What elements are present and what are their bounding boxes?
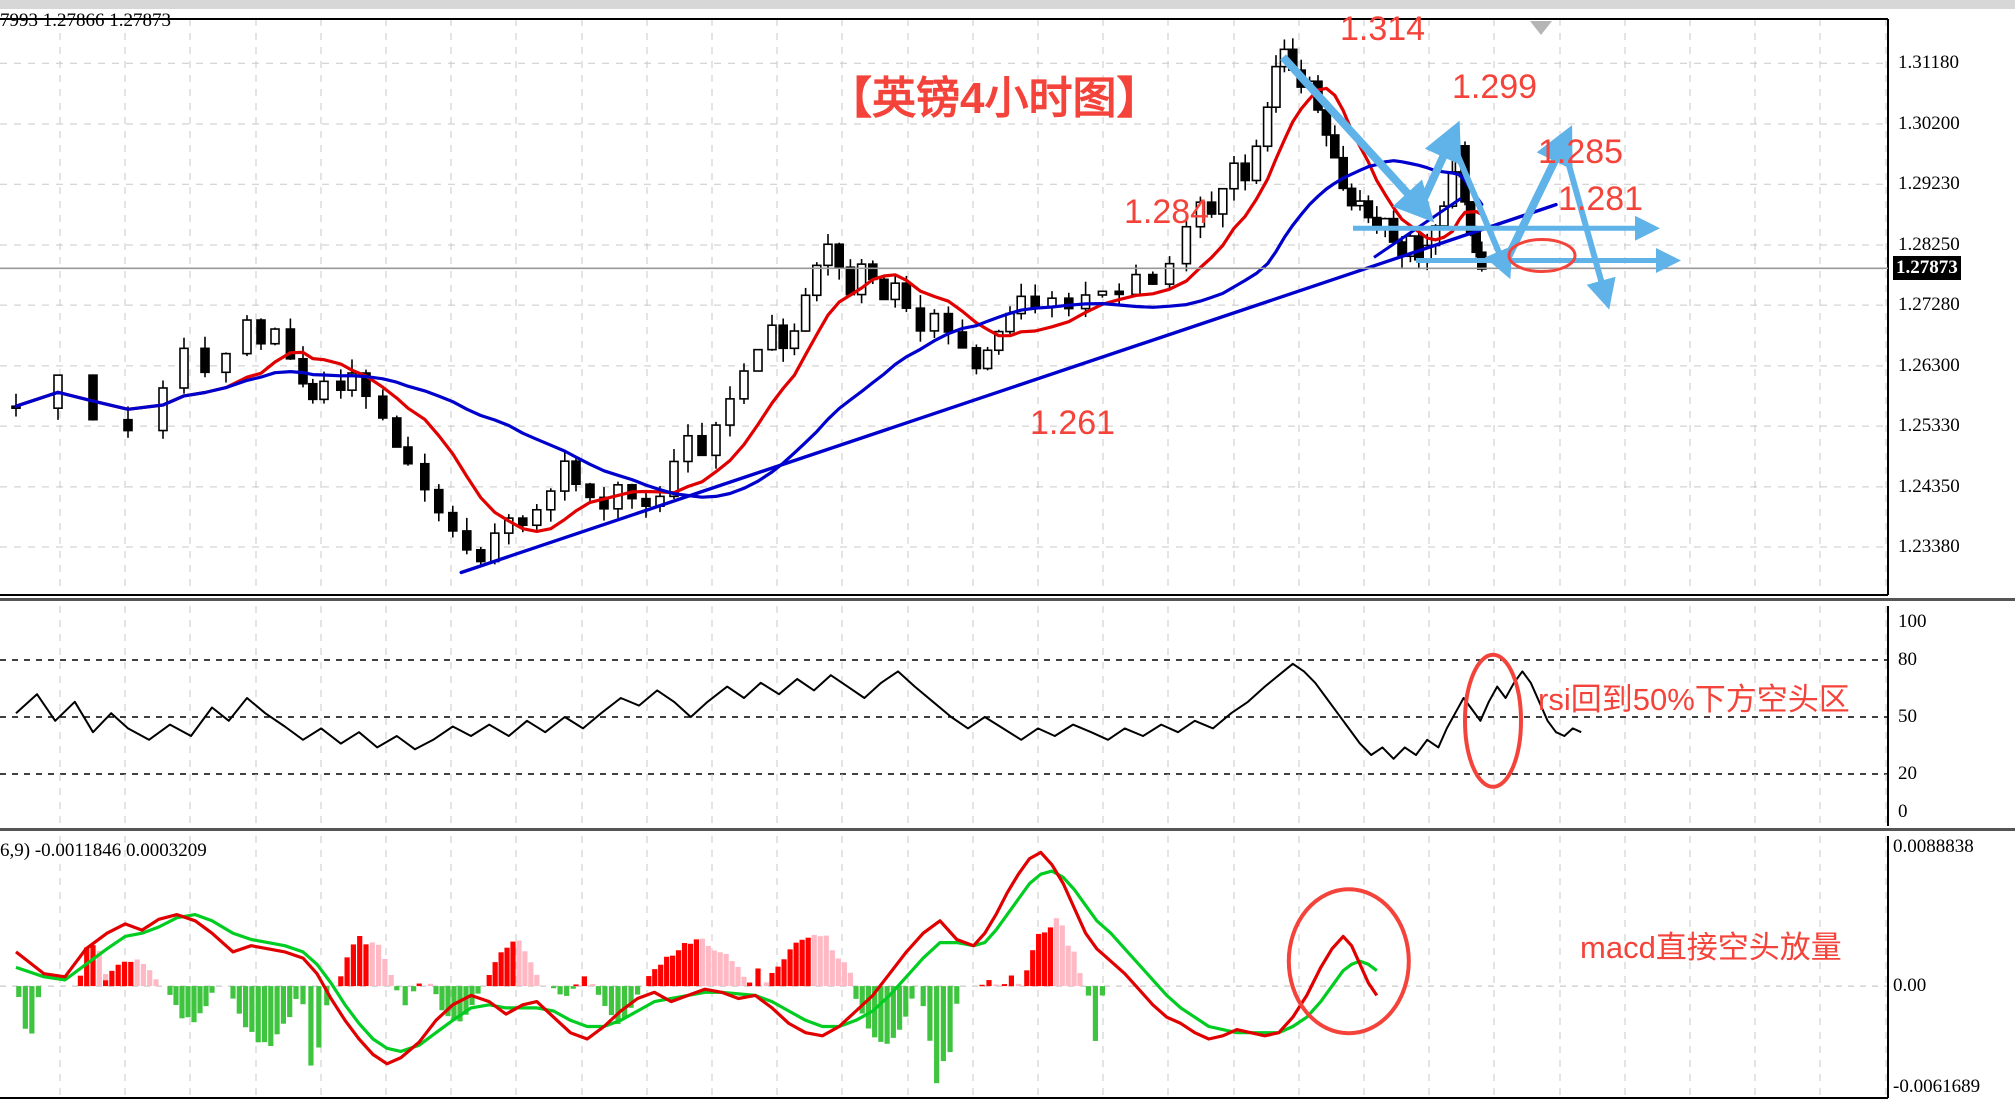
rsi-plot[interactable] — [0, 604, 2015, 830]
macd-panel[interactable] — [0, 834, 2015, 1102]
price-level-annotation: 1.299 — [1452, 68, 1538, 106]
price-tick-label: 1.30200 — [1898, 113, 1960, 135]
rsi-tick-label: 0 — [1898, 801, 1908, 822]
price-tick-label: 1.27280 — [1898, 294, 1960, 316]
rsi-panel[interactable] — [0, 604, 2015, 830]
macd-plot[interactable] — [0, 834, 2015, 1102]
rsi-tick-label: 50 — [1898, 706, 1917, 727]
rsi-tick-label: 20 — [1898, 763, 1917, 784]
rsi-note-annotation: rsi回到50%下方空头区 — [1538, 682, 1850, 717]
price-plot[interactable] — [0, 9, 2015, 601]
price-tick-label: 1.24350 — [1898, 475, 1960, 497]
price-tick-label: 1.25330 — [1898, 415, 1960, 437]
price-tick-label: 1.29230 — [1898, 173, 1960, 195]
price-tick-label: 1.26300 — [1898, 354, 1960, 376]
panel-separator-1 — [0, 598, 2015, 601]
price-level-annotation: 1.281 — [1558, 180, 1644, 218]
price-level-annotation: 1.285 — [1538, 133, 1624, 171]
panel-separator-2 — [0, 828, 2015, 831]
price-tick-label: 1.23380 — [1898, 536, 1960, 558]
price-tick-label: 1.31180 — [1898, 52, 1960, 74]
macd-tick-label: 0.0088838 — [1893, 836, 1974, 857]
price-header-readout: 7993 1.27866 1.27873 — [0, 10, 171, 31]
price-tick-label: 1.28250 — [1898, 233, 1960, 255]
macd-note-annotation: macd直接空头放量 — [1580, 930, 1842, 965]
price-level-annotation: 1.261 — [1030, 404, 1116, 442]
price-chart-panel[interactable] — [0, 9, 2015, 601]
macd-header-readout: 6,9) -0.0011846 0.0003209 — [0, 840, 207, 861]
price-level-annotation: 1.314 — [1340, 10, 1426, 48]
macd-tick-label: 0.00 — [1893, 975, 1927, 997]
rsi-tick-label: 80 — [1898, 649, 1917, 670]
current-price-label: 1.27873 — [1893, 256, 1961, 281]
price-level-annotation: 1.284 — [1124, 193, 1210, 231]
macd-tick-label: -0.0061689 — [1893, 1076, 1981, 1097]
rsi-tick-label: 100 — [1898, 611, 1927, 632]
chart-title-annotation: 【英镑4小时图】 — [828, 74, 1161, 123]
